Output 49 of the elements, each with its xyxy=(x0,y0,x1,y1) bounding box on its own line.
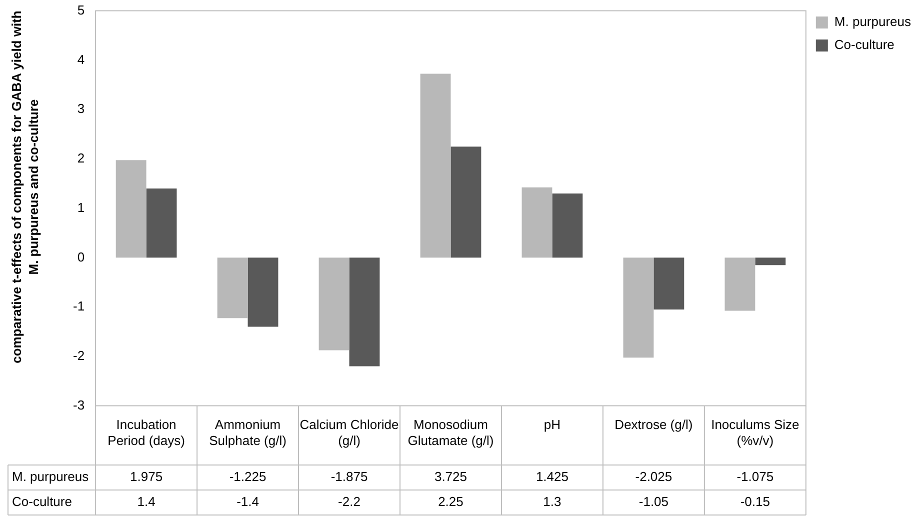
data-label: -1.225 xyxy=(229,469,266,484)
data-label: -2.025 xyxy=(635,469,672,484)
x-tick-label: Monosodium Glutamate (g/l) xyxy=(408,417,494,448)
data-label: -1.4 xyxy=(236,494,259,510)
y-tick-label: 5 xyxy=(77,2,85,18)
x-tick-label: pH xyxy=(544,417,561,432)
text: Co-culture xyxy=(12,494,72,510)
bar xyxy=(552,193,583,258)
bar xyxy=(248,258,278,327)
data-label: 1.3 xyxy=(543,494,562,510)
data-label: -0.15 xyxy=(740,494,770,510)
y-tick-label: 3 xyxy=(77,101,85,116)
bar xyxy=(349,258,380,366)
x-tick-label: Incubation Period (days) xyxy=(108,417,185,448)
x-tick-label: Ammonium Sulphate (g/l) xyxy=(209,417,286,448)
y-axis-title: comparative t-effects of components for GABA yield with M. purpureus and co-culture xyxy=(8,10,42,366)
data-label: 2.25 xyxy=(438,494,464,510)
legend-label: Co-culture xyxy=(834,37,894,52)
bar xyxy=(450,146,482,258)
data-label: 1.975 xyxy=(130,469,163,484)
y-tick-label: -1 xyxy=(72,298,85,314)
y-tick-label: 0 xyxy=(77,249,85,264)
bar xyxy=(318,258,350,350)
data-label: 1.4 xyxy=(137,494,156,510)
y-tick-label: -3 xyxy=(72,397,85,412)
x-tick-label: Inoculums Size (%v/v) xyxy=(711,417,800,448)
bar xyxy=(420,74,451,258)
data-label: -2.2 xyxy=(338,494,360,510)
data-label: -1.05 xyxy=(638,494,669,510)
data-label: -1.075 xyxy=(736,469,774,484)
bar xyxy=(146,188,177,258)
y-tick-label: 1 xyxy=(77,200,85,215)
bar xyxy=(623,258,654,358)
bar xyxy=(116,160,146,258)
bar xyxy=(654,258,684,310)
legend-label: M. purpureus xyxy=(834,14,912,30)
y-tick-label: 4 xyxy=(77,52,85,67)
bar xyxy=(217,258,248,318)
x-tick-label: Calcium Chloride (g/l) xyxy=(300,417,399,448)
text: M. purpureus xyxy=(12,469,89,484)
y-tick-label: 2 xyxy=(77,150,85,166)
bar xyxy=(724,258,756,311)
data-label: -1.875 xyxy=(330,469,368,484)
data-label: 1.425 xyxy=(536,469,568,484)
x-tick-label: Dextrose (g/l) xyxy=(614,417,693,432)
data-label: 3.725 xyxy=(434,469,468,484)
bar xyxy=(522,187,552,258)
bar xyxy=(755,258,786,266)
y-tick-label: -2 xyxy=(72,348,85,364)
